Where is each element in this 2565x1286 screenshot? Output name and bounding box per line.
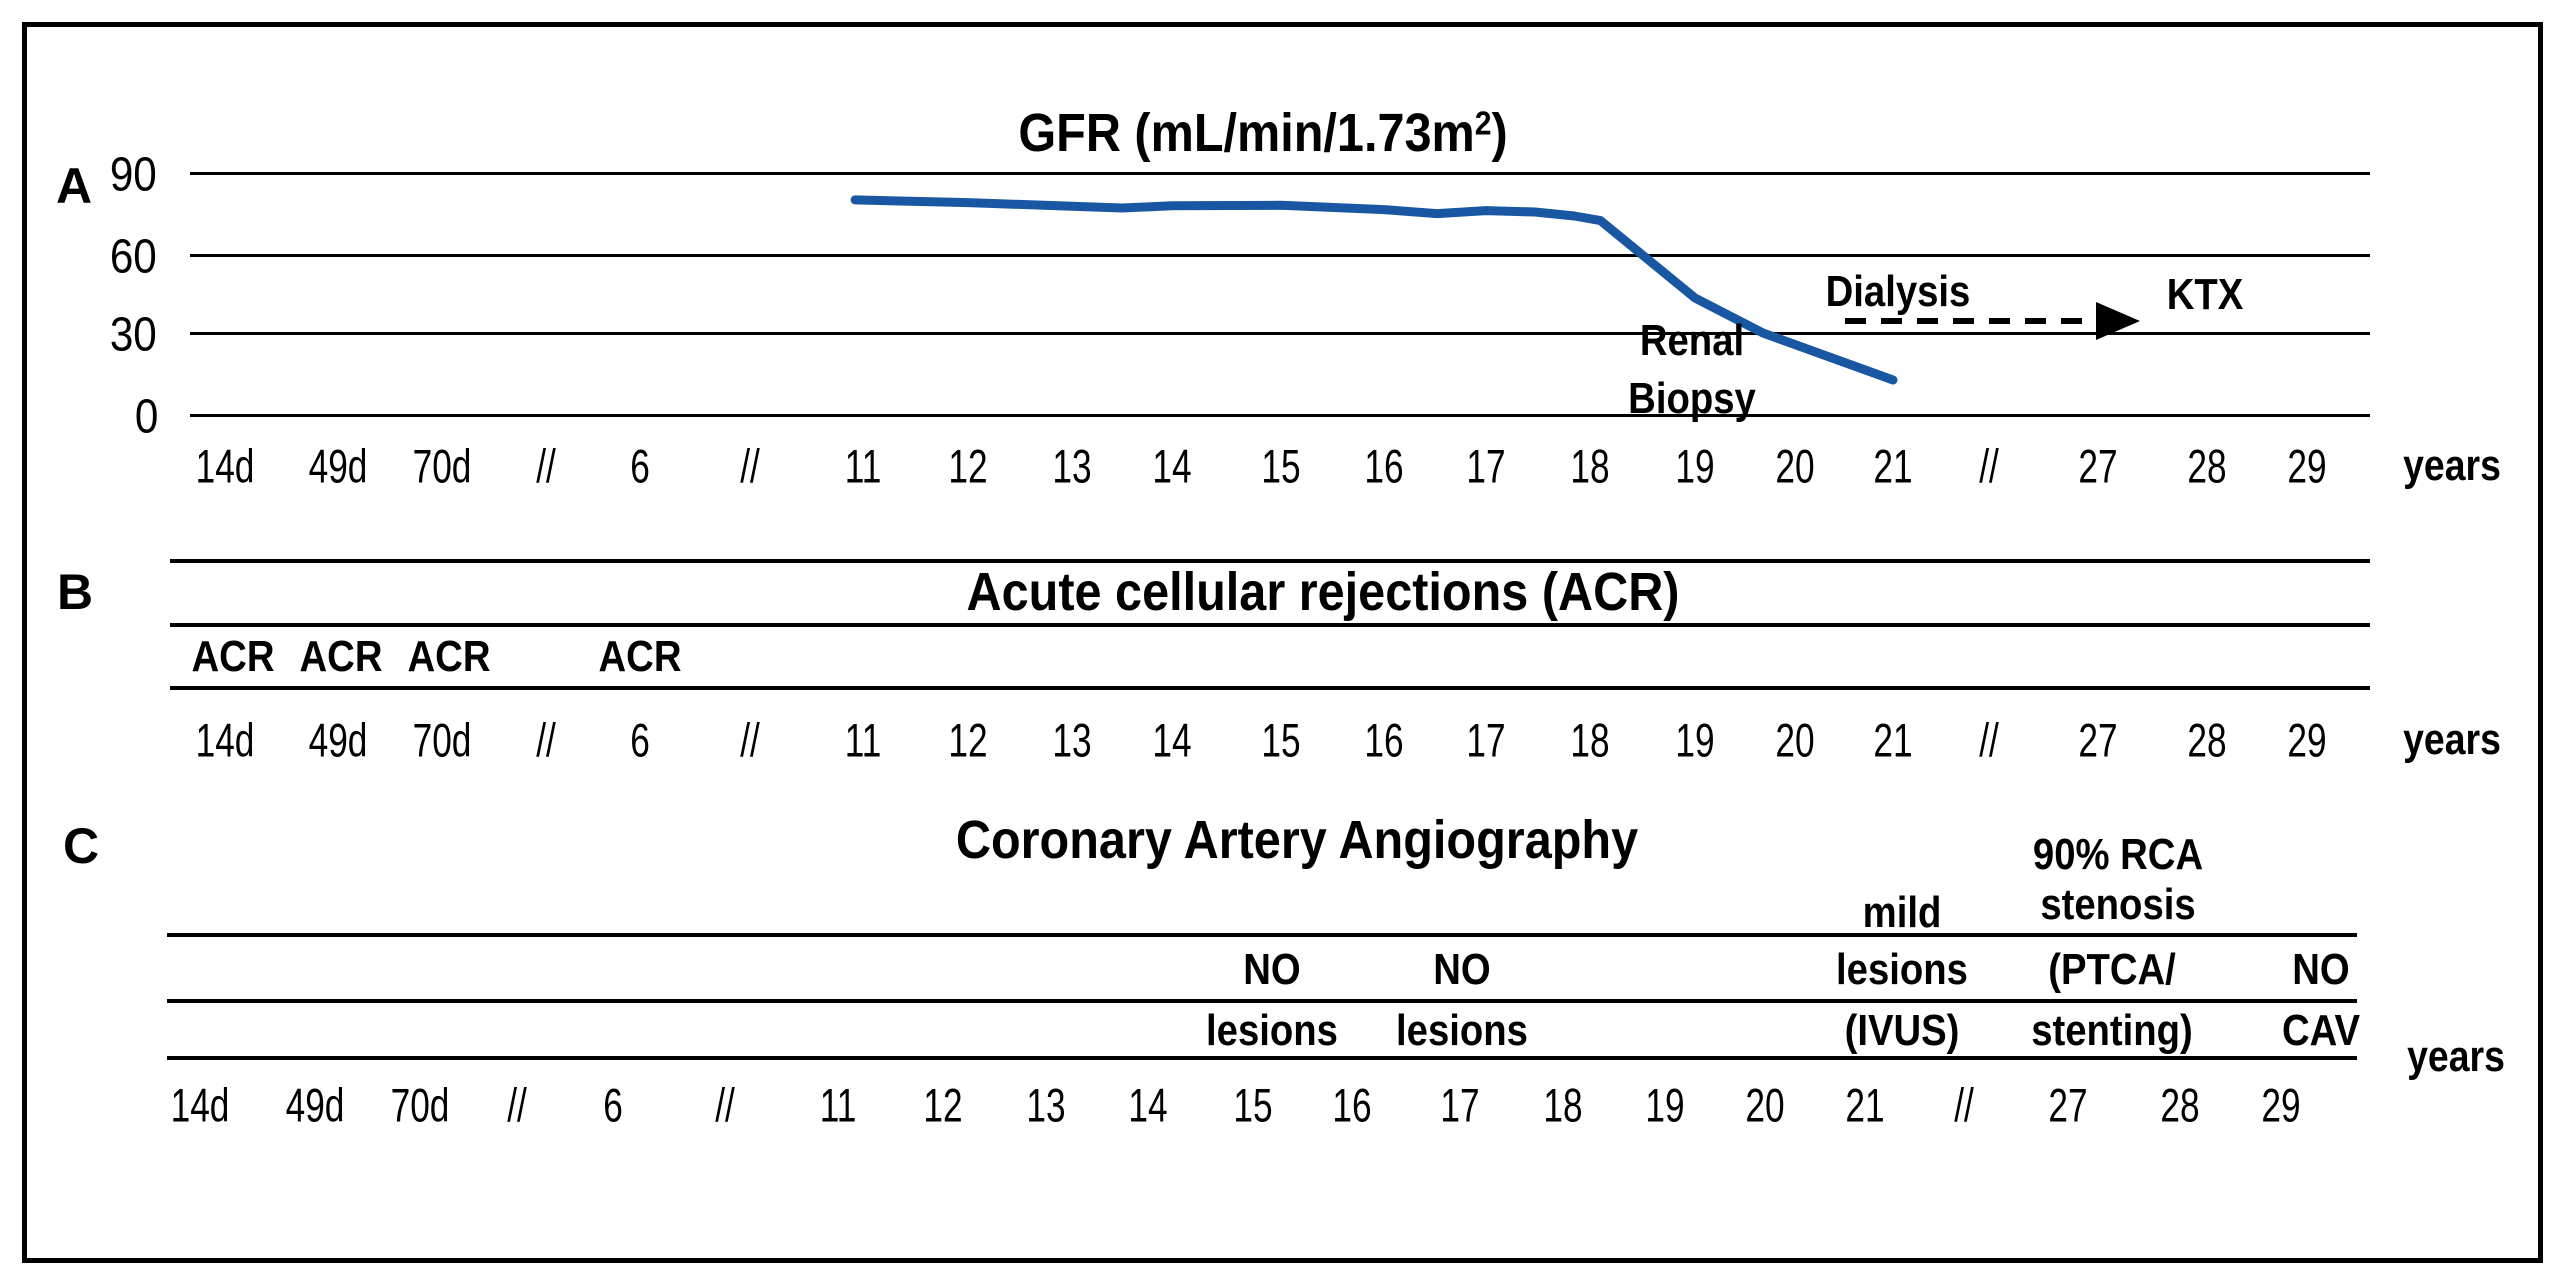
panel-b-rule-top <box>170 559 2370 563</box>
figure-border <box>22 22 2543 1263</box>
panel-c-title: Coronary Artery Angiography <box>955 810 1639 870</box>
panel-a-label: A <box>55 158 93 214</box>
superscript-2: 2 <box>1474 105 1492 143</box>
panel-b-rule-middle <box>170 623 2370 627</box>
panel-b-title: Acute cellular rejections (ACR) <box>966 562 1680 622</box>
gfr-trend-line <box>850 195 1898 385</box>
panel-c-years-label: years <box>2407 1032 2505 1081</box>
panel-c-label: C <box>62 818 100 874</box>
gridline-90 <box>190 172 2370 175</box>
panel-b-rule-bottom <box>170 686 2370 690</box>
panel-c-rule-middle <box>167 999 2357 1003</box>
panel-b-label: B <box>56 564 94 620</box>
panel-a-years-label: years <box>2403 441 2501 490</box>
panel-c-rule-bottom <box>167 1056 2357 1060</box>
panel-b-years-label: years <box>2403 715 2501 764</box>
panel-a-title: GFR (mL/min/1.73m2) <box>1018 102 1507 164</box>
gridline-60 <box>190 254 2370 257</box>
gridline-30 <box>190 332 2370 335</box>
dialysis-arrow-head <box>2096 302 2140 340</box>
panel-a-title-text: GFR (mL/min/1.73m <box>1018 103 1475 163</box>
panel-a-title-close: ) <box>1491 103 1508 163</box>
gridline-0 <box>190 414 2370 417</box>
panel-c-rule-top <box>167 933 2357 937</box>
